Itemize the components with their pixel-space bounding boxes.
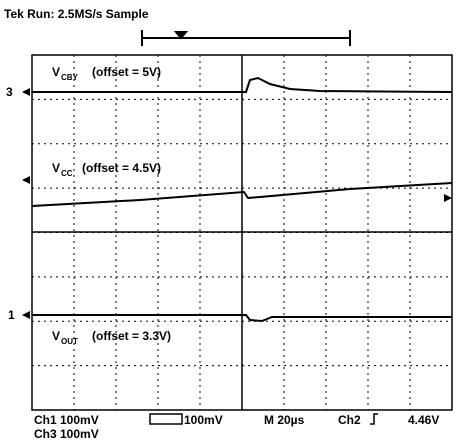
label-sub: CC [61, 169, 73, 178]
label: V [52, 329, 60, 343]
marker-arrow [22, 88, 30, 96]
label-vcby: V CBY (offset = 5V) [52, 65, 161, 82]
ch3-scale: Ch3 100mV [34, 427, 99, 441]
marker-ch3: 3 [6, 85, 13, 99]
title: Tek Run: 2.5MS/s Sample [4, 7, 149, 21]
label-offset: (offset = 4.5V) [82, 161, 161, 175]
ch2-scale: 100mV [184, 413, 223, 427]
trigger-level: 4.46V [408, 413, 439, 427]
trigger-bracket [141, 30, 351, 46]
label-sub: OUT [61, 337, 78, 346]
label-offset: (offset = 5V) [92, 65, 161, 79]
marker-arrow [22, 311, 30, 319]
marker-ch1: 1 [8, 308, 15, 322]
label-sub: CBY [61, 73, 79, 82]
label: V [52, 65, 60, 79]
label: V [52, 161, 60, 175]
trace-vcc [31, 182, 453, 207]
timebase: M 20µs [264, 413, 305, 427]
ch2-icon [149, 413, 183, 425]
trigger-edge [370, 413, 378, 425]
trace-vout [32, 314, 452, 323]
marker-arrow [22, 176, 30, 184]
label-offset: (offset = 3.3V) [92, 329, 171, 343]
ch1-scale: Ch1 100mV [34, 413, 99, 427]
label-vout: V OUT (offset = 3.3V) [52, 329, 171, 346]
trigger-source: Ch2 [338, 413, 361, 427]
marker-arrow [444, 194, 452, 202]
trace-vcby [32, 76, 453, 93]
label-vcc: V CC (offset = 4.5V) [52, 161, 161, 178]
